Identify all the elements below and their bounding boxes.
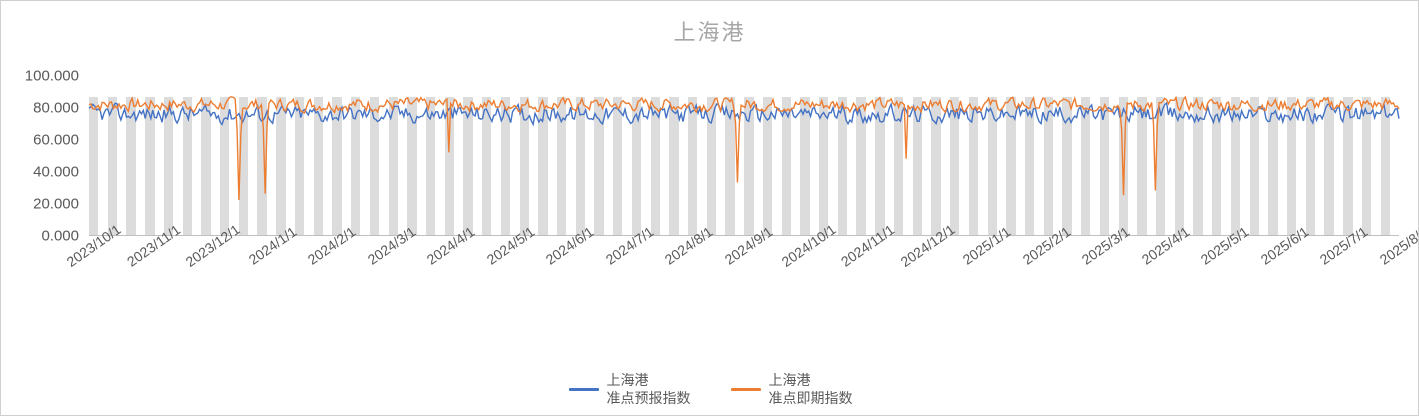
y-axis-tick-label: 0.000 [41, 228, 79, 245]
legend-color-swatch [569, 388, 599, 391]
chart-legend: 上海港 准点预报指数 上海港 准点即期指数 [1, 372, 1419, 407]
legend-label: 上海港 准点预报指数 [607, 372, 691, 407]
chart-container: 上海港 100.000 80.000 60.000 40.000 20.000 0.000… [0, 0, 1419, 416]
y-axis-tick-label: 40.000 [33, 164, 79, 181]
y-axis-tick-label: 100.000 [25, 68, 79, 85]
y-axis-labels: 100.000 80.000 60.000 40.000 20.000 0.000 [1, 76, 85, 236]
legend-item-0: 上海港 准点预报指数 [569, 372, 691, 407]
chart-title: 上海港 [1, 1, 1418, 47]
plot-area-wrap [89, 76, 1399, 236]
legend-color-swatch [731, 388, 761, 391]
legend-item-1: 上海港 准点即期指数 [731, 372, 853, 407]
y-axis-tick-label: 60.000 [33, 132, 79, 149]
y-axis-tick-label: 20.000 [33, 196, 79, 213]
legend-label: 上海港 准点即期指数 [769, 372, 853, 407]
line-series-svg [89, 76, 1399, 235]
plot-area [89, 76, 1399, 236]
y-axis-tick-label: 80.000 [33, 100, 79, 117]
x-axis-labels: 2023/10/1 2023/11/1 2023/12/1 2024/1/1 2024/… [89, 239, 1399, 309]
